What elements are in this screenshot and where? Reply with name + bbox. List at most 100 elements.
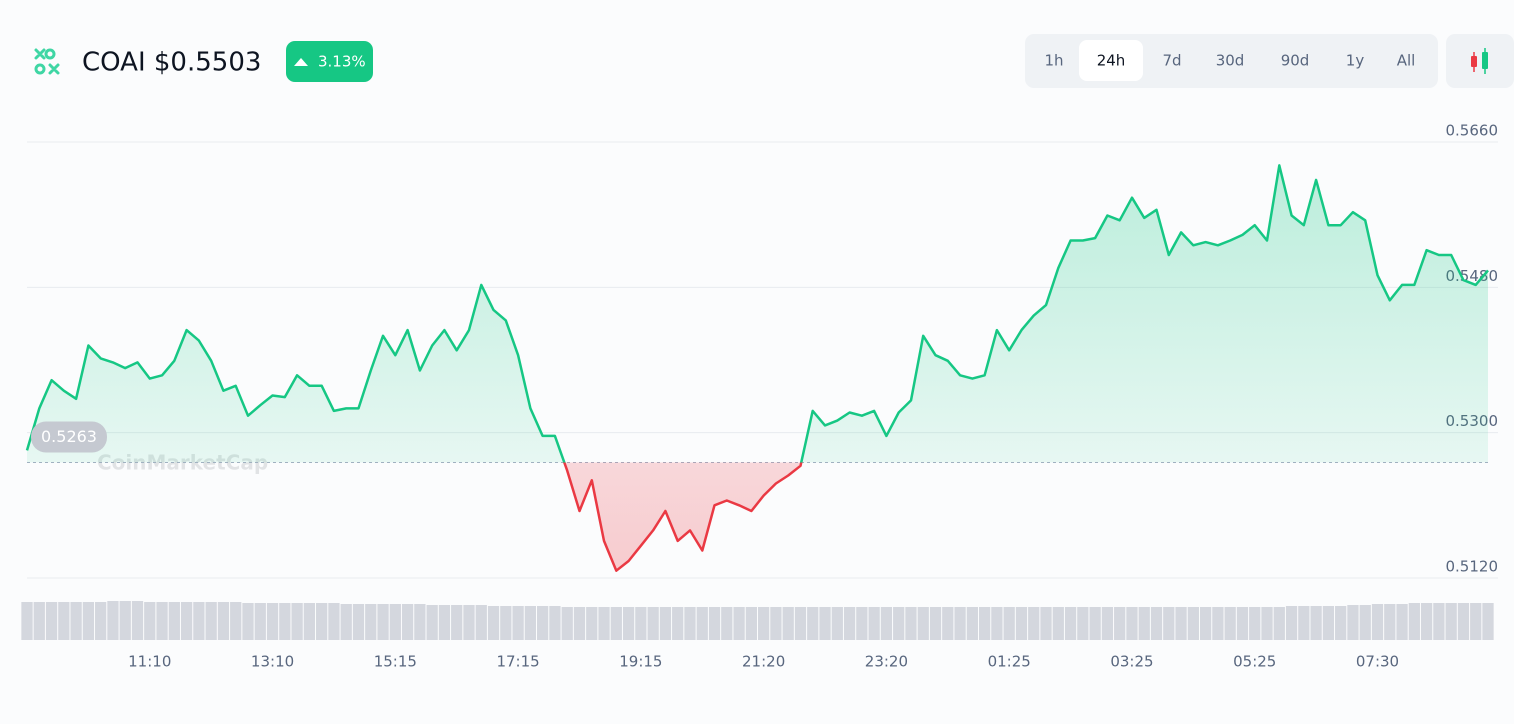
volume-bar: [352, 604, 365, 640]
volume-bar: [144, 602, 156, 640]
volume-bar: [500, 606, 512, 640]
volume-bar: [1089, 607, 1101, 640]
volume-bar: [254, 603, 266, 640]
volume-bar: [1470, 603, 1482, 640]
volume-bar: [1273, 607, 1285, 640]
volume-bar: [389, 604, 401, 640]
volume-bar: [966, 607, 978, 640]
volume-bar: [1064, 607, 1077, 640]
volume-bar: [1003, 607, 1015, 640]
volume-bar: [242, 603, 254, 640]
baseline-label: 0.5263: [41, 427, 97, 446]
area-up: [27, 165, 1488, 463]
volume-bar: [1396, 604, 1408, 640]
x-tick-label: 13:10: [251, 653, 294, 671]
volume-bar: [1052, 607, 1064, 640]
price-line-down: [563, 462, 803, 572]
volume-bar: [1040, 607, 1052, 640]
volume-bar: [1126, 607, 1138, 640]
volume-bar: [1199, 607, 1212, 640]
volume-bar: [610, 607, 622, 640]
volume-bar: [807, 607, 819, 640]
x-tick-label: 21:20: [742, 653, 785, 671]
volume-bar: [1285, 606, 1298, 640]
volume-bar: [917, 607, 929, 640]
volume-bar: [598, 607, 610, 640]
timeframe-button[interactable]: 7d: [1162, 52, 1181, 70]
timeframe-button[interactable]: 1h: [1044, 52, 1063, 70]
volume-bar: [303, 603, 316, 640]
x-tick-label: 05:25: [1233, 653, 1276, 671]
volume-bar: [1015, 607, 1028, 640]
volume-bar: [131, 601, 144, 640]
volume-bar: [1187, 607, 1199, 640]
volume-bar: [1384, 604, 1396, 640]
volume-bar: [45, 602, 58, 640]
volume-bar: [1347, 605, 1359, 640]
volume-bar: [107, 601, 119, 640]
volume-bar: [635, 607, 647, 640]
timeframe-button[interactable]: 1y: [1346, 52, 1365, 70]
volume-bar: [377, 604, 389, 640]
volume-bar: [831, 607, 843, 640]
volume-bar: [33, 602, 45, 640]
volume-bar: [463, 605, 475, 640]
change-badge: [286, 41, 373, 82]
volume-bar: [573, 607, 586, 640]
volume-bar: [659, 607, 672, 640]
volume-bar: [95, 602, 107, 640]
timeframe-button[interactable]: 30d: [1216, 52, 1245, 70]
volume-bar: [1457, 603, 1470, 640]
area-down: [27, 462, 1488, 571]
title: COAI $0.5503: [82, 48, 261, 78]
volume-bar: [561, 607, 573, 640]
volume-bar: [524, 606, 537, 640]
volume-bar: [328, 603, 340, 640]
volume-bar: [230, 602, 242, 640]
volume-bar: [58, 602, 70, 640]
timeframe-selected: [1079, 40, 1143, 81]
volume-bar: [512, 606, 524, 640]
volume-bar: [843, 607, 856, 640]
volume-bar: [733, 607, 745, 640]
volume-bar: [1114, 607, 1126, 640]
volume-bar: [1212, 607, 1224, 640]
volume-bar: [782, 607, 794, 640]
change-label: 3.13%: [318, 53, 366, 71]
volume-bar: [451, 605, 463, 640]
logo: [34, 48, 60, 75]
x-tick-label: 19:15: [619, 653, 662, 671]
volume-bar: [770, 607, 782, 640]
volume-bar: [168, 602, 180, 640]
volume-bar: [340, 604, 352, 640]
volume-bar: [70, 602, 82, 640]
volume-bar: [1261, 607, 1273, 640]
volume-bar: [1101, 607, 1114, 640]
volume-bar: [893, 607, 905, 640]
volume-bar: [426, 605, 438, 640]
volume-bar: [217, 602, 230, 640]
up-arrow: [294, 58, 308, 66]
x-tick-label: 01:25: [988, 653, 1031, 671]
volume-bar: [1236, 607, 1249, 640]
volume-bar: [1371, 604, 1384, 640]
timeframe-button[interactable]: 90d: [1281, 52, 1310, 70]
timeframe-button[interactable]: All: [1397, 52, 1416, 70]
timeframe-button[interactable]: 24h: [1097, 52, 1126, 70]
candle-toggle[interactable]: [1446, 34, 1514, 88]
volume-bar: [708, 607, 721, 640]
x-tick-label: 23:20: [865, 653, 908, 671]
volume-bar: [475, 605, 487, 640]
volume-bar: [1249, 607, 1261, 640]
volume-bar: [266, 603, 279, 640]
price-line-up: [25, 164, 1489, 463]
volume-bar: [745, 607, 757, 640]
volume-bar: [1224, 607, 1236, 640]
volume-bar: [696, 607, 708, 640]
volume-bar: [82, 602, 95, 640]
volume-bar: [978, 607, 991, 640]
volume-bar: [193, 602, 205, 640]
volume-bar: [1028, 607, 1040, 640]
volume-bar: [794, 607, 807, 640]
volume-bar: [819, 607, 831, 640]
